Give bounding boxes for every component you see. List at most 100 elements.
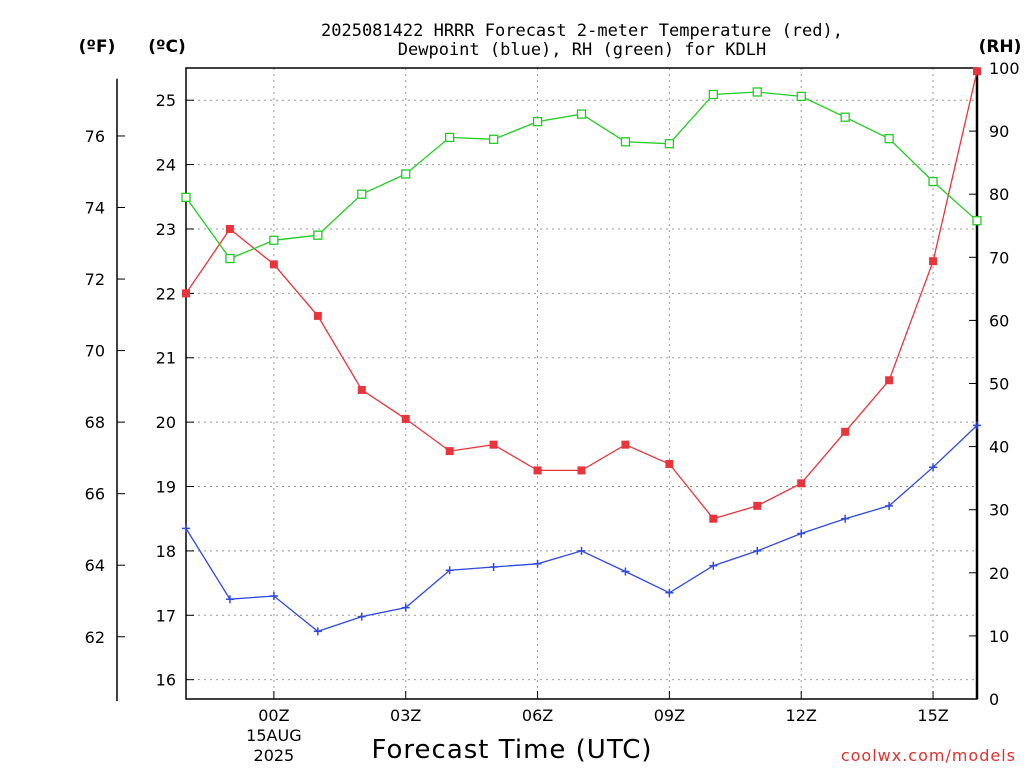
dewpoint-point [709,561,718,570]
rh-point [708,89,718,100]
celsius-tick-label: 21 [156,349,176,368]
rh-point [313,230,323,240]
rh-tick-label: 90 [989,122,1009,141]
celsius-tick-label: 25 [156,91,176,110]
dewpoint-point [929,463,938,472]
x-tick-label: 06Z [522,706,553,725]
temperature-point [401,414,410,423]
dewpoint-point [753,546,762,555]
temperature-point [577,466,586,475]
rh-point [752,87,762,97]
rh-point [664,139,675,149]
dewpoint-point [973,421,981,430]
rh-tick-label: 80 [989,185,1009,204]
dewpoint-point [489,563,498,572]
rh-point [532,116,543,127]
dewpoint-point [357,612,366,621]
fahrenheit-tick-label: 64 [85,556,105,575]
temperature-point [797,479,806,488]
credit-text: coolwx.com/models [841,746,1016,765]
fahrenheit-unit-label: (ºF) [79,37,116,57]
fahrenheit-tick-label: 68 [85,413,105,432]
dewpoint-point [533,559,542,568]
plot-frame [185,67,978,700]
dewpoint-point [445,566,454,575]
chart-title-line1: 2025081422 HRRR Forecast 2-meter Tempera… [321,21,843,41]
dewpoint-point [621,567,630,576]
rh-point [576,109,587,119]
rh-point [884,134,894,144]
x-tick-label: 03Z [390,706,421,725]
temperature-point [973,67,981,76]
dewpoint-point [577,546,586,555]
temperature-point [489,440,498,449]
rh-tick-label: 100 [989,59,1020,78]
dewpoint-point [401,603,410,612]
dewpoint-point [665,588,674,597]
temperature-point [621,440,630,449]
temperature-point [182,289,190,298]
rh-tick-label: 40 [989,438,1009,457]
fahrenheit-tick-label: 72 [85,270,105,289]
dewpoint-point [269,591,278,600]
temperature-point [709,514,718,523]
rh-tick-label: 0 [989,690,999,709]
rh-point [357,189,367,199]
celsius-tick-label: 19 [156,478,176,497]
rh-unit-label: (RH) [979,37,1022,57]
x-tick-label: 15Z [917,706,948,725]
celsius-tick-label: 22 [156,284,176,303]
temperature-point [929,257,938,266]
temperature-line [185,71,978,520]
fahrenheit-tick-label: 70 [85,342,105,361]
x-tick-label: 12Z [786,706,817,725]
dewpoint-point [225,595,234,604]
temperature-point [269,260,278,269]
celsius-tick-label: 18 [156,542,176,561]
temperature-point [357,385,366,394]
fahrenheit-tick-label: 74 [85,199,105,218]
dewpoint-point [885,501,894,510]
temperature-point [665,459,674,468]
celsius-tick-label: 23 [156,220,176,239]
rh-tick-label: 10 [989,627,1009,646]
temperature-point [533,466,542,475]
celsius-tick-label: 20 [156,413,176,432]
fahrenheit-tick-label: 66 [85,485,105,504]
dewpoint-line [185,424,978,633]
temperature-point [313,311,322,320]
temperature-point [841,427,850,436]
rh-tick-label: 30 [989,501,1009,520]
rh-point [225,253,235,264]
plot-layer: 16 17 18 19 20 21 22 23 24 25 62 64 66 68 70 72 74 76 0 10 2… [85,59,1020,765]
rh-tick-label: 70 [989,248,1009,267]
rh-point [796,91,806,102]
celsius-tick-label: 24 [156,156,176,175]
dewpoint-point [841,514,850,523]
rh-point [445,132,455,143]
dewpoint-point [313,627,322,636]
x-tick-date-label: 15AUG [246,726,301,745]
fahrenheit-tick-label: 76 [85,127,105,146]
rh-point [928,176,938,187]
x-tick-label: 00Z [258,706,289,725]
rh-point [620,137,631,147]
celsius-tick-label: 17 [156,606,176,625]
rh-tick-label: 20 [989,564,1009,583]
x-tick-label: 09Z [654,706,685,725]
chart-title-line2: Dewpoint (blue), RH (green) for KDLH [398,40,766,60]
rh-point [840,112,850,122]
x-tick-year-label: 2025 [254,746,295,765]
fahrenheit-tick-label: 62 [85,628,105,647]
rh-point [488,134,499,144]
dewpoint-point [182,524,190,533]
celsius-unit-label: (ºC) [148,37,186,57]
rh-point [269,235,279,245]
x-axis-label: Forecast Time (UTC) [371,735,652,765]
temperature-point [225,224,234,233]
rh-point [181,192,191,203]
temperature-point [753,501,762,510]
celsius-tick-label: 16 [156,671,176,690]
rh-tick-label: 50 [989,375,1009,394]
